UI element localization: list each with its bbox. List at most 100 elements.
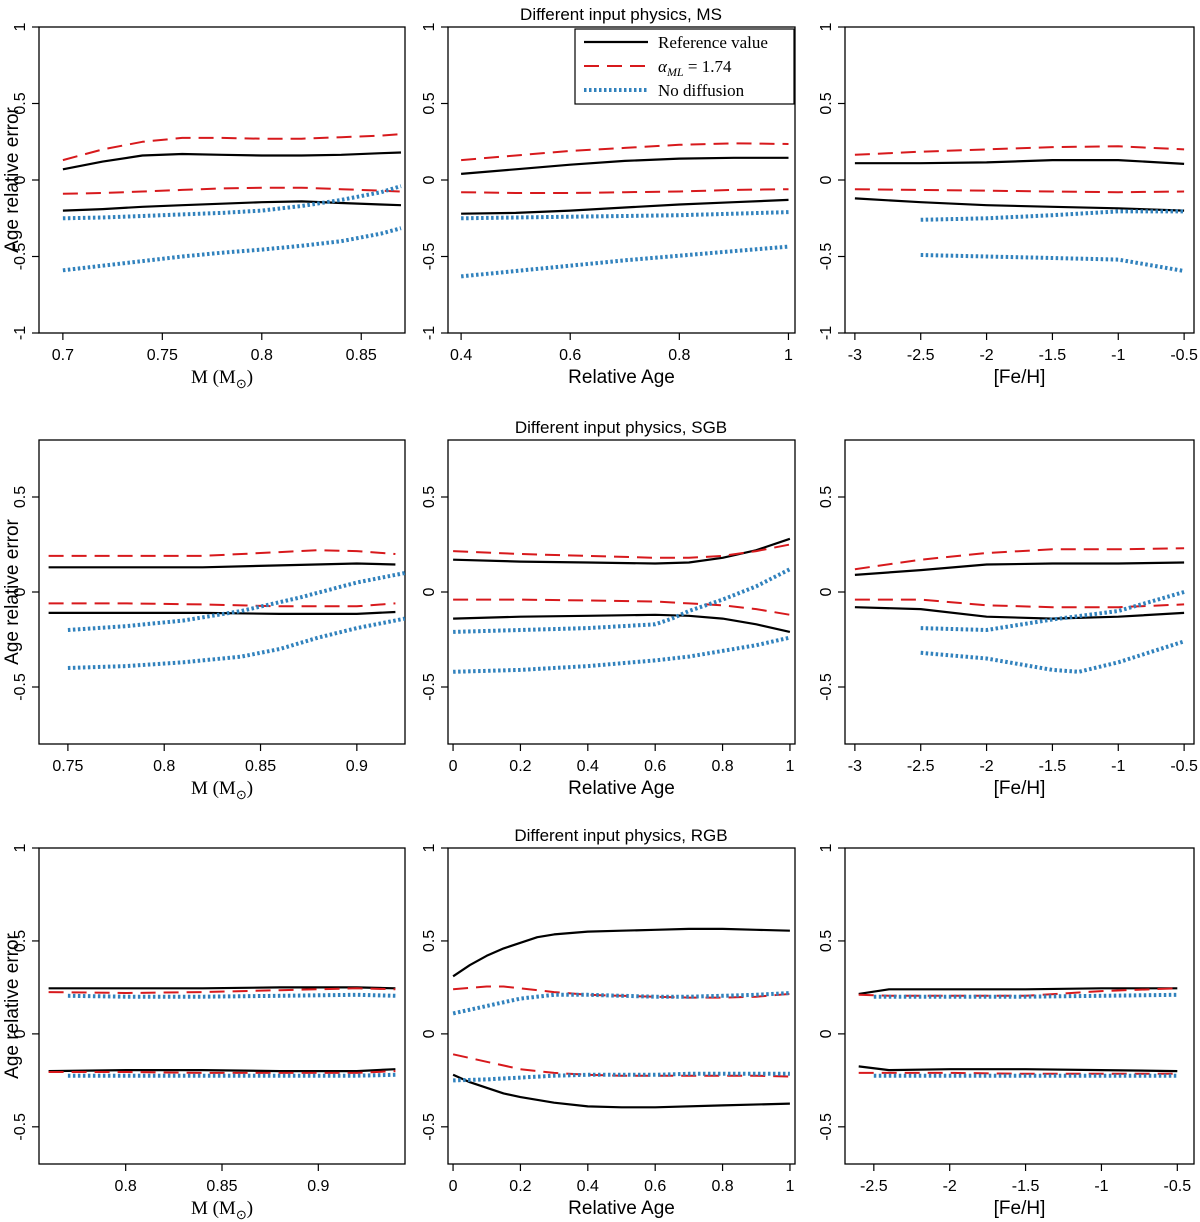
series-line-ref-0 xyxy=(62,151,402,171)
y-tick-label: -0.5 xyxy=(818,243,835,271)
x-tick-label: 0.9 xyxy=(307,1178,329,1195)
legend: Reference value αML = 1.74 No diffusion xyxy=(574,28,795,105)
x-tick-label: 0.8 xyxy=(153,758,175,775)
x-tick-label: -0.5 xyxy=(1164,1178,1192,1195)
y-tick-label: 0 xyxy=(421,175,438,184)
panel-r1-c1: 0 0.2 0.4 0.6 0.8 1 -0.5 0 0.5 Relative Age xyxy=(421,439,796,799)
x-axis-label-text: [Fe/H] xyxy=(994,1198,1046,1219)
legend-text: α xyxy=(658,57,668,76)
series-line-aml-3 xyxy=(858,1071,1178,1075)
x-tick-label: -0.5 xyxy=(1170,758,1198,775)
legend-label-0: Reference value xyxy=(658,33,768,52)
y-tick-label: 0 xyxy=(12,175,29,184)
series-line-ref-0 xyxy=(452,927,790,978)
plot-frame xyxy=(844,847,1195,1165)
x-tick-label: 0.6 xyxy=(644,758,666,775)
x-axis-label: Relative Age xyxy=(568,367,675,388)
x-axis-label: [Fe/H] xyxy=(994,367,1046,388)
x-tick-label: -2.5 xyxy=(860,1178,888,1195)
y-tick-label: -0.5 xyxy=(818,673,835,701)
y-tick-label: 0.5 xyxy=(818,930,835,952)
y-tick-label: 1 xyxy=(421,843,438,852)
x-tick-label: 0.4 xyxy=(577,1178,599,1195)
x-tick-label: -2.5 xyxy=(907,347,935,364)
series-line-nod-5 xyxy=(67,616,405,670)
series-line-aml-2 xyxy=(48,987,396,994)
x-tick-label: 0.8 xyxy=(251,347,273,364)
x-axis-label-text: M (M xyxy=(191,1198,236,1219)
x-axis-label: Relative Age xyxy=(568,778,675,799)
x-tick-label: -1.5 xyxy=(1012,1178,1040,1195)
series-line-nod-4 xyxy=(67,571,405,632)
legend-subscript: ML xyxy=(666,65,684,79)
series-line-aml-3 xyxy=(48,1070,396,1074)
series-line-ref-1 xyxy=(453,613,791,633)
y-tick-label: 1 xyxy=(818,843,835,852)
series-line-nod-4 xyxy=(873,992,1178,999)
y-tick-label: -1 xyxy=(12,326,29,340)
x-tick-label: 0 xyxy=(449,758,458,775)
x-axis-label-text: M (M xyxy=(191,367,236,388)
x-tick-label: -1 xyxy=(1111,347,1125,364)
x-axis-label: Relative Age xyxy=(568,1198,675,1219)
series-line-aml-2 xyxy=(48,549,396,557)
y-axis-label: Age relative error xyxy=(2,106,23,252)
series-line-aml-3 xyxy=(854,188,1185,194)
x-tick-label: -2 xyxy=(979,347,993,364)
legend-label-1: αML = 1.74 xyxy=(658,57,732,79)
y-tick-label: 0.5 xyxy=(818,486,835,508)
series-line-aml-2 xyxy=(854,145,1185,156)
x-tick-label: -0.5 xyxy=(1170,347,1198,364)
series-line-nod-5 xyxy=(920,253,1185,273)
y-tick-label: 1 xyxy=(818,22,835,31)
x-tick-label: 0.8 xyxy=(711,758,733,775)
x-tick-label: 0.8 xyxy=(115,1178,137,1195)
x-tick-label: 0.7 xyxy=(52,347,74,364)
series-line-aml-2 xyxy=(453,985,790,999)
x-tick-label: 0.8 xyxy=(711,1178,733,1195)
series-line-ref-1 xyxy=(452,1073,790,1109)
x-axis-label: M (M⊙) xyxy=(191,778,253,802)
y-tick-label: -0.5 xyxy=(421,1113,438,1141)
series-line-ref-1 xyxy=(461,198,789,215)
x-tick-label: -2 xyxy=(943,1178,957,1195)
series-line-nod-5 xyxy=(62,226,402,273)
x-tick-label: 0.85 xyxy=(206,1178,237,1195)
y-tick-label: 0.5 xyxy=(818,92,835,114)
series-line-ref-1 xyxy=(48,610,396,616)
x-axis-label: M (M⊙) xyxy=(191,367,253,391)
x-axis-label-text: Relative Age xyxy=(568,1198,675,1219)
series-line-aml-3 xyxy=(62,186,402,195)
x-tick-label: -3 xyxy=(848,347,862,364)
y-tick-label: -0.5 xyxy=(421,243,438,271)
x-axis-label-subscript: ⊙ xyxy=(236,1207,247,1222)
panel-r1-c2: -3 -2.5 -2 -1.5 -1 -0.5 -0.5 0 0.5 [Fe/H] xyxy=(818,439,1198,799)
x-axis-label-text: [Fe/H] xyxy=(994,778,1046,799)
series-line-ref-0 xyxy=(854,561,1185,576)
y-tick-label: -1 xyxy=(421,326,438,340)
y-tick-label: -0.5 xyxy=(12,673,29,701)
series-line-ref-1 xyxy=(62,200,402,212)
series-line-ref-0 xyxy=(461,156,789,175)
y-tick-label: -0.5 xyxy=(12,1113,29,1141)
series-line-nod-4 xyxy=(453,567,791,634)
panel-r0-c1: 0.4 0.6 0.8 1 -1 -0.5 0 0.5 1 Relative Age Referen… xyxy=(421,22,796,388)
y-tick-label: 0.5 xyxy=(421,486,438,508)
row-title-0: Different input physics, MS xyxy=(520,5,722,24)
legend-text: No diffusion xyxy=(658,81,745,100)
x-tick-label: 0.85 xyxy=(346,347,377,364)
series-line-nod-4 xyxy=(920,209,1185,222)
x-axis-label-end: ) xyxy=(247,1198,253,1219)
x-axis-label: [Fe/H] xyxy=(994,1198,1046,1219)
x-tick-label: -1.5 xyxy=(1039,347,1067,364)
x-axis-label: [Fe/H] xyxy=(994,778,1046,799)
plot-frame xyxy=(38,26,406,334)
series-line-nod-5 xyxy=(460,244,789,279)
y-tick-label: 0 xyxy=(421,1029,438,1038)
legend-label-2: No diffusion xyxy=(658,81,745,100)
series-line-aml-2 xyxy=(453,543,791,559)
x-tick-label: 0.6 xyxy=(559,347,581,364)
y-tick-label: 0 xyxy=(818,587,835,596)
x-axis-label-text: M (M xyxy=(191,778,236,799)
